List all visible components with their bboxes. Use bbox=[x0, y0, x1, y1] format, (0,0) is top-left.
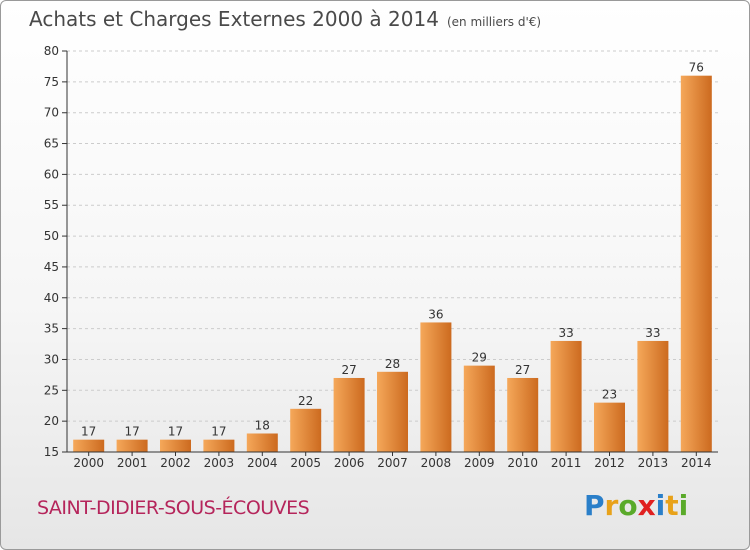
y-tick-label: 15 bbox=[44, 445, 59, 459]
y-tick-label: 70 bbox=[44, 106, 59, 120]
bar bbox=[73, 439, 105, 452]
logo-letter: i bbox=[678, 489, 689, 522]
data-label: 18 bbox=[255, 418, 270, 432]
data-label: 22 bbox=[298, 394, 313, 408]
data-label: 28 bbox=[385, 357, 400, 371]
bar bbox=[290, 408, 322, 452]
y-tick-label: 20 bbox=[44, 414, 59, 428]
logo-letter: r bbox=[604, 489, 619, 522]
title-text: Achats et Charges Externes 2000 à 2014 bbox=[29, 7, 439, 31]
x-tick-label: 2012 bbox=[594, 456, 625, 470]
data-label: 27 bbox=[341, 363, 356, 377]
bar bbox=[550, 340, 582, 452]
data-label: 33 bbox=[558, 326, 573, 340]
bar bbox=[420, 322, 452, 452]
logo-letter: i bbox=[655, 489, 666, 522]
y-tick-label: 65 bbox=[44, 137, 59, 151]
y-tick-label: 40 bbox=[44, 291, 59, 305]
bar bbox=[463, 365, 495, 452]
y-tick-label: 30 bbox=[44, 352, 59, 366]
bar bbox=[680, 75, 712, 452]
data-label: 76 bbox=[689, 61, 704, 75]
y-tick-label: 45 bbox=[44, 260, 59, 274]
y-tick-label: 50 bbox=[44, 229, 59, 243]
logo-letter: x bbox=[637, 489, 656, 522]
data-label: 17 bbox=[211, 425, 226, 439]
x-tick-label: 2010 bbox=[507, 456, 538, 470]
x-tick-label: 2007 bbox=[377, 456, 408, 470]
y-tick-label: 60 bbox=[44, 167, 59, 181]
x-tick-label: 2006 bbox=[334, 456, 365, 470]
y-tick-label: 75 bbox=[44, 75, 59, 89]
y-tick-label: 80 bbox=[44, 44, 59, 58]
data-label: 29 bbox=[472, 351, 487, 365]
unit-note: (en milliers d'€) bbox=[446, 15, 542, 29]
data-label: 17 bbox=[124, 425, 139, 439]
x-tick-label: 2014 bbox=[681, 456, 712, 470]
y-tick-label: 25 bbox=[44, 383, 59, 397]
bar bbox=[203, 439, 235, 452]
logo-letter: P bbox=[584, 489, 605, 522]
x-tick-label: 2002 bbox=[160, 456, 191, 470]
data-label: 23 bbox=[602, 388, 617, 402]
x-tick-label: 2005 bbox=[290, 456, 321, 470]
y-tick-label: 55 bbox=[44, 198, 59, 212]
bar bbox=[333, 377, 365, 452]
proxiti-logo: Proxiti bbox=[584, 489, 688, 522]
x-tick-label: 2011 bbox=[551, 456, 582, 470]
data-label: 17 bbox=[168, 425, 183, 439]
logo-letter: t bbox=[665, 489, 679, 522]
bar bbox=[594, 402, 625, 452]
x-tick-label: 2004 bbox=[247, 456, 278, 470]
logo-letter: o bbox=[618, 489, 638, 522]
bar bbox=[246, 433, 278, 452]
x-tick-label: 2000 bbox=[73, 456, 104, 470]
city-name: SAINT-DIDIER-SOUS-ÉCOUVES bbox=[37, 497, 310, 519]
bar bbox=[377, 371, 408, 452]
x-tick-label: 2013 bbox=[638, 456, 669, 470]
data-label: 33 bbox=[645, 326, 660, 340]
bar bbox=[116, 439, 148, 452]
x-tick-label: 2003 bbox=[204, 456, 235, 470]
x-tick-label: 2009 bbox=[464, 456, 495, 470]
bar bbox=[637, 340, 669, 452]
y-tick-label: 35 bbox=[44, 322, 59, 336]
chart-title: Achats et Charges Externes 2000 à 2014 (e… bbox=[29, 7, 541, 31]
data-label: 27 bbox=[515, 363, 530, 377]
data-label: 17 bbox=[81, 425, 96, 439]
data-label: 36 bbox=[428, 307, 443, 321]
x-tick-label: 2008 bbox=[421, 456, 452, 470]
bar bbox=[160, 439, 191, 452]
x-tick-label: 2001 bbox=[117, 456, 148, 470]
bar bbox=[507, 377, 539, 452]
